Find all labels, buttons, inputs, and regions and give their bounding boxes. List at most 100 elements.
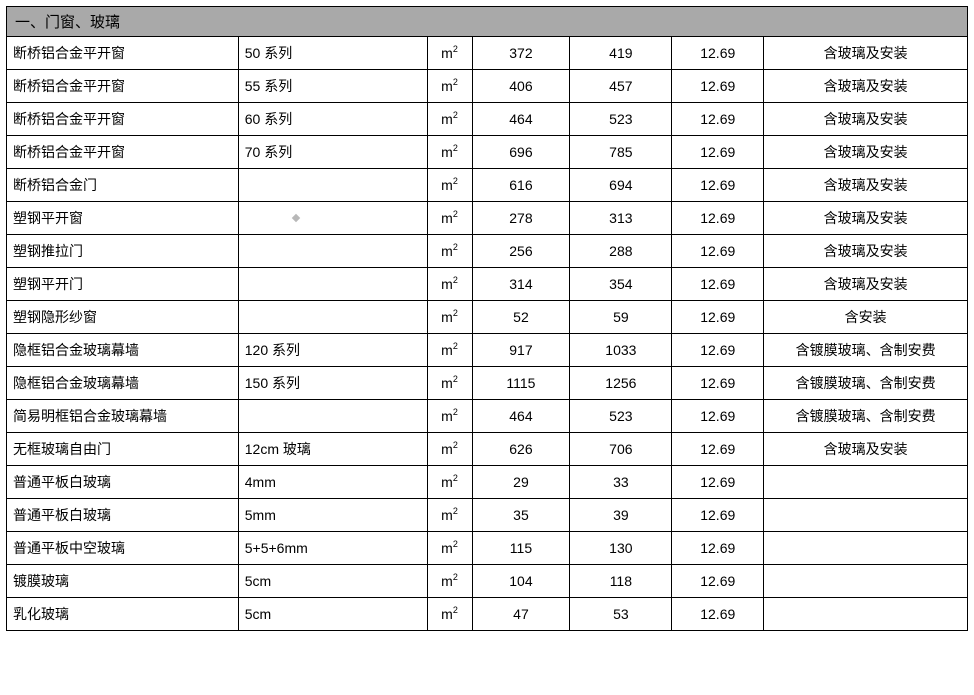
unit-cell: m2 bbox=[428, 334, 473, 367]
unit-label: m2 bbox=[441, 243, 458, 259]
value1-cell: 1115 bbox=[473, 367, 571, 400]
price-table: 一、门窗、玻璃 断桥铝合金平开窗50 系列m237241912.69含玻璃及安装… bbox=[6, 6, 968, 631]
spec-cell bbox=[239, 169, 428, 202]
table-row: 断桥铝合金门m261669412.69含玻璃及安装 bbox=[7, 169, 968, 202]
item-name-cell: 普通平板中空玻璃 bbox=[7, 532, 239, 565]
unit-label: m2 bbox=[441, 408, 458, 424]
value2-cell: 33 bbox=[570, 466, 672, 499]
remark-cell bbox=[764, 499, 968, 532]
value2-cell: 313 bbox=[570, 202, 672, 235]
table-row: 镀膜玻璃5cmm210411812.69 bbox=[7, 565, 968, 598]
value1-cell: 35 bbox=[473, 499, 571, 532]
remark-cell: 含玻璃及安装 bbox=[764, 70, 968, 103]
value3-cell: 12.69 bbox=[672, 499, 764, 532]
remark-cell: 含安装 bbox=[764, 301, 968, 334]
unit-cell: m2 bbox=[428, 103, 473, 136]
spec-cell: 4mm bbox=[239, 466, 428, 499]
table-row: 断桥铝合金平开窗50 系列m237241912.69含玻璃及安装 bbox=[7, 37, 968, 70]
spec-cell: 5+5+6mm bbox=[239, 532, 428, 565]
value2-cell: 523 bbox=[570, 400, 672, 433]
remark-cell bbox=[764, 598, 968, 631]
spec-cell: 50 系列 bbox=[239, 37, 428, 70]
value1-cell: 696 bbox=[473, 136, 571, 169]
remark-cell: 含玻璃及安装 bbox=[764, 202, 968, 235]
value2-cell: 1033 bbox=[570, 334, 672, 367]
remark-cell: 含玻璃及安装 bbox=[764, 433, 968, 466]
table-row: 普通平板中空玻璃5+5+6mmm211513012.69 bbox=[7, 532, 968, 565]
item-name-cell: 隐框铝合金玻璃幕墙 bbox=[7, 334, 239, 367]
value1-cell: 464 bbox=[473, 103, 571, 136]
remark-cell: 含玻璃及安装 bbox=[764, 103, 968, 136]
unit-label: m2 bbox=[441, 474, 458, 490]
unit-label: m2 bbox=[441, 111, 458, 127]
table-row: 无框玻璃自由门12cm 玻璃m262670612.69含玻璃及安装 bbox=[7, 433, 968, 466]
value2-cell: 39 bbox=[570, 499, 672, 532]
value3-cell: 12.69 bbox=[672, 301, 764, 334]
value2-cell: 694 bbox=[570, 169, 672, 202]
value3-cell: 12.69 bbox=[672, 202, 764, 235]
table-row: 乳化玻璃5cmm2475312.69 bbox=[7, 598, 968, 631]
value2-cell: 354 bbox=[570, 268, 672, 301]
value1-cell: 278 bbox=[473, 202, 571, 235]
remark-cell: 含镀膜玻璃、含制安费 bbox=[764, 400, 968, 433]
table-body: 断桥铝合金平开窗50 系列m237241912.69含玻璃及安装断桥铝合金平开窗… bbox=[7, 37, 968, 631]
spec-cell: 55 系列 bbox=[239, 70, 428, 103]
value3-cell: 12.69 bbox=[672, 70, 764, 103]
unit-label: m2 bbox=[441, 144, 458, 160]
item-name-cell: 塑钢平开门 bbox=[7, 268, 239, 301]
value3-cell: 12.69 bbox=[672, 169, 764, 202]
value1-cell: 115 bbox=[473, 532, 571, 565]
table-row: 塑钢隐形纱窗m2525912.69含安装 bbox=[7, 301, 968, 334]
value2-cell: 118 bbox=[570, 565, 672, 598]
unit-label: m2 bbox=[441, 342, 458, 358]
spec-cell bbox=[239, 202, 428, 235]
spec-cell bbox=[239, 400, 428, 433]
unit-cell: m2 bbox=[428, 136, 473, 169]
value1-cell: 314 bbox=[473, 268, 571, 301]
value3-cell: 12.69 bbox=[672, 334, 764, 367]
value3-cell: 12.69 bbox=[672, 235, 764, 268]
unit-cell: m2 bbox=[428, 367, 473, 400]
item-name-cell: 断桥铝合金平开窗 bbox=[7, 37, 239, 70]
spec-cell: 120 系列 bbox=[239, 334, 428, 367]
table-row: 简易明框铝合金玻璃幕墙m246452312.69含镀膜玻璃、含制安费 bbox=[7, 400, 968, 433]
table-row: 普通平板白玻璃4mmm2293312.69 bbox=[7, 466, 968, 499]
item-name-cell: 断桥铝合金平开窗 bbox=[7, 70, 239, 103]
unit-cell: m2 bbox=[428, 400, 473, 433]
spec-cell: 70 系列 bbox=[239, 136, 428, 169]
value1-cell: 52 bbox=[473, 301, 571, 334]
value1-cell: 464 bbox=[473, 400, 571, 433]
value1-cell: 372 bbox=[473, 37, 571, 70]
item-name-cell: 塑钢隐形纱窗 bbox=[7, 301, 239, 334]
spec-cell: 150 系列 bbox=[239, 367, 428, 400]
item-name-cell: 乳化玻璃 bbox=[7, 598, 239, 631]
unit-label: m2 bbox=[441, 45, 458, 61]
value2-cell: 288 bbox=[570, 235, 672, 268]
unit-cell: m2 bbox=[428, 202, 473, 235]
item-name-cell: 断桥铝合金门 bbox=[7, 169, 239, 202]
value3-cell: 12.69 bbox=[672, 37, 764, 70]
unit-cell: m2 bbox=[428, 235, 473, 268]
spec-cell bbox=[239, 268, 428, 301]
unit-label: m2 bbox=[441, 177, 458, 193]
value1-cell: 256 bbox=[473, 235, 571, 268]
unit-cell: m2 bbox=[428, 169, 473, 202]
item-name-cell: 塑钢推拉门 bbox=[7, 235, 239, 268]
unit-cell: m2 bbox=[428, 565, 473, 598]
table-row: 塑钢平开门m231435412.69含玻璃及安装 bbox=[7, 268, 968, 301]
value2-cell: 59 bbox=[570, 301, 672, 334]
diamond-icon bbox=[292, 214, 300, 222]
remark-cell: 含玻璃及安装 bbox=[764, 169, 968, 202]
value3-cell: 12.69 bbox=[672, 367, 764, 400]
value2-cell: 53 bbox=[570, 598, 672, 631]
value3-cell: 12.69 bbox=[672, 433, 764, 466]
item-name-cell: 普通平板白玻璃 bbox=[7, 499, 239, 532]
value2-cell: 523 bbox=[570, 103, 672, 136]
unit-cell: m2 bbox=[428, 466, 473, 499]
value1-cell: 29 bbox=[473, 466, 571, 499]
spec-cell bbox=[239, 235, 428, 268]
value1-cell: 917 bbox=[473, 334, 571, 367]
spec-cell: 5cm bbox=[239, 565, 428, 598]
unit-label: m2 bbox=[441, 606, 458, 622]
table-row: 塑钢平开窗m227831312.69含玻璃及安装 bbox=[7, 202, 968, 235]
